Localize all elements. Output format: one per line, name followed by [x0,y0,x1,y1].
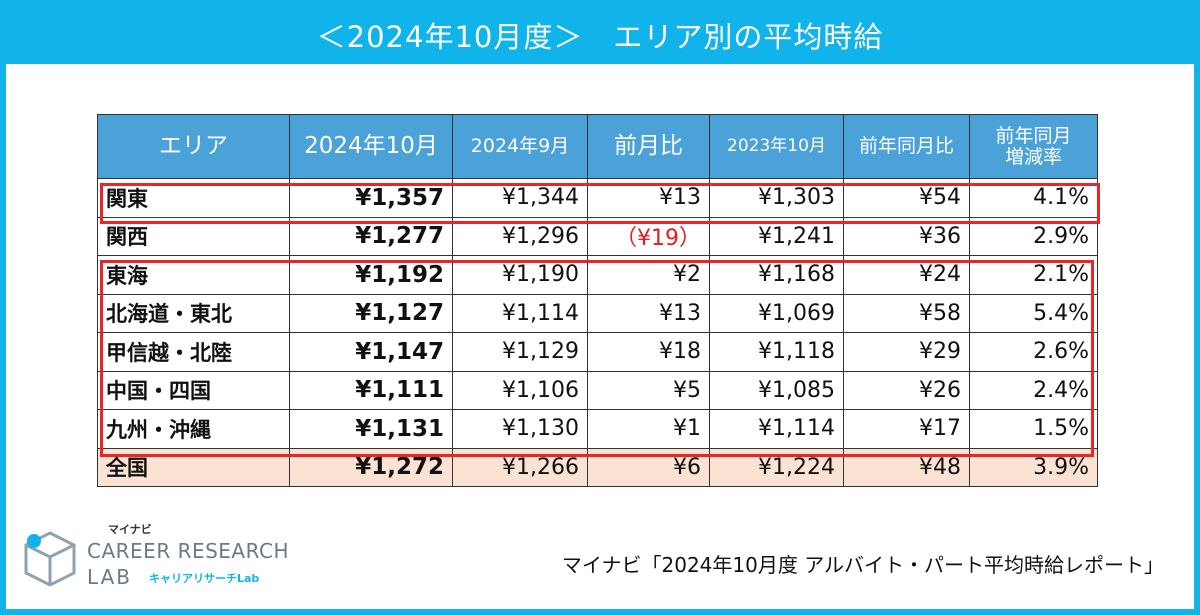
hourly-wage-table: エリア 2024年10月 2024年9月 前月比 2023年10月 前年同月比 … [97,114,1098,487]
table-row: 中国・四国 ¥1,111 ¥1,106 ¥5 ¥1,085 ¥26 2.4% [97,370,1098,410]
cell-area: 甲信越・北陸 [97,332,290,372]
cell-sep2024: ¥1,129 [452,332,588,372]
logo-sub: キャリアリサーチLab [149,572,260,585]
cell-area: 関西 [97,216,290,256]
cell-oct2024: ¥1,277 [289,216,453,256]
cell-mom: （¥19） [587,216,710,256]
cell-mom: ¥18 [587,332,710,372]
cell-sep2024: ¥1,344 [452,178,588,218]
cell-oct2023: ¥1,114 [709,409,844,449]
cell-yoy: ¥17 [843,409,970,449]
cell-oct2023: ¥1,085 [709,370,844,410]
page-title: ＜2024年10月度＞ エリア別の平均時給 [6,6,1194,64]
cell-oct2024: ¥1,272 [289,447,453,487]
col-header-yoy: 前年同月比 [843,114,970,179]
cell-mom: ¥6 [587,447,710,487]
cell-mom: ¥5 [587,370,710,410]
col-header-rate-line1: 前年同月 [995,124,1072,147]
cell-sep2024: ¥1,106 [452,370,588,410]
cell-yoy: ¥26 [843,370,970,410]
cell-mom: ¥13 [587,293,710,333]
cell-oct2024: ¥1,131 [289,409,453,449]
cell-oct2024: ¥1,127 [289,293,453,333]
cell-rate: 5.4% [969,293,1098,333]
cell-sep2024: ¥1,190 [452,255,588,295]
cell-rate: 2.9% [969,216,1098,256]
career-research-lab-logo: マイナビ CAREER RESEARCH LAB キャリアリサーチLab [22,523,312,593]
col-header-area: エリア [97,114,290,179]
table-row: 九州・沖縄 ¥1,131 ¥1,130 ¥1 ¥1,114 ¥17 1.5% [97,409,1098,449]
cell-mom: ¥1 [587,409,710,449]
logo-line1: CAREER RESEARCH [87,539,290,563]
cell-yoy: ¥36 [843,216,970,256]
cell-oct2024: ¥1,192 [289,255,453,295]
cell-oct2023: ¥1,069 [709,293,844,333]
cell-area: 関東 [97,178,290,218]
cell-rate: 2.1% [969,255,1098,295]
col-header-rate: 前年同月 増減率 [969,114,1098,179]
cell-sep2024: ¥1,130 [452,409,588,449]
cell-yoy: ¥24 [843,255,970,295]
cell-area: 東海 [97,255,290,295]
table-row: 関東 ¥1,357 ¥1,344 ¥13 ¥1,303 ¥54 4.1% [97,178,1098,218]
logo-line2: LAB [87,565,133,589]
table-header-row: エリア 2024年10月 2024年9月 前月比 2023年10月 前年同月比 … [97,114,1098,179]
cell-mom: ¥13 [587,178,710,218]
logo-brand: マイナビ [108,523,152,536]
cell-rate: 2.4% [969,370,1098,410]
cell-oct2023: ¥1,168 [709,255,844,295]
cell-yoy: ¥29 [843,332,970,372]
table-row: 東海 ¥1,192 ¥1,190 ¥2 ¥1,168 ¥24 2.1% [97,255,1098,295]
cell-rate: 3.9% [969,447,1098,487]
cell-area: 中国・四国 [97,370,290,410]
col-header-rate-line2: 増減率 [1004,145,1062,168]
cell-rate: 1.5% [969,409,1098,449]
table-row: 北海道・東北 ¥1,127 ¥1,114 ¥13 ¥1,069 ¥58 5.4% [97,293,1098,333]
cell-yoy: ¥48 [843,447,970,487]
table-row: 甲信越・北陸 ¥1,147 ¥1,129 ¥18 ¥1,118 ¥29 2.6% [97,332,1098,372]
col-header-oct2024: 2024年10月 [289,114,453,179]
col-header-oct2023: 2023年10月 [709,114,844,179]
cell-sep2024: ¥1,114 [452,293,588,333]
cell-oct2024: ¥1,147 [289,332,453,372]
source-citation: マイナビ「2024年10月度 アルバイト・パート平均時給レポート」 [561,553,1164,577]
table-row: 関西 ¥1,277 ¥1,296 （¥19） ¥1,241 ¥36 2.9% [97,216,1098,256]
cell-area: 九州・沖縄 [97,409,290,449]
cell-oct2023: ¥1,224 [709,447,844,487]
cell-sep2024: ¥1,266 [452,447,588,487]
cell-oct2023: ¥1,303 [709,178,844,218]
table-body: 関東 ¥1,357 ¥1,344 ¥13 ¥1,303 ¥54 4.1% 関西 ¥1,277 ¥1… [97,178,1098,487]
cell-mom: ¥2 [587,255,710,295]
cell-yoy: ¥58 [843,293,970,333]
cell-yoy: ¥54 [843,178,970,218]
cell-rate: 4.1% [969,178,1098,218]
cell-area: 全国 [97,447,290,487]
cell-oct2023: ¥1,241 [709,216,844,256]
cube-logo-icon [24,531,76,587]
col-header-mom: 前月比 [587,114,710,179]
cell-oct2024: ¥1,111 [289,370,453,410]
cell-sep2024: ¥1,296 [452,216,588,256]
cell-rate: 2.6% [969,332,1098,372]
table-row: 全国 ¥1,272 ¥1,266 ¥6 ¥1,224 ¥48 3.9% [97,447,1098,487]
cell-oct2023: ¥1,118 [709,332,844,372]
cell-area: 北海道・東北 [97,293,290,333]
col-header-sep2024: 2024年9月 [452,114,588,179]
cell-oct2024: ¥1,357 [289,178,453,218]
